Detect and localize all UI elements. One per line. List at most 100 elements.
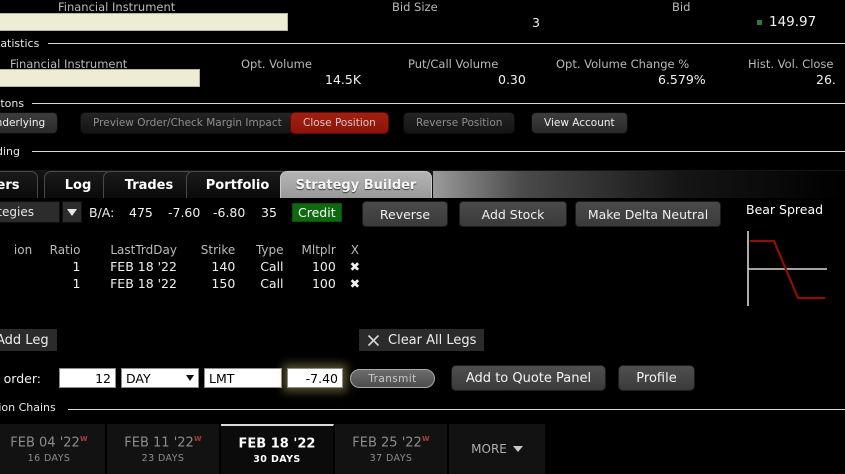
opt-volume-value: 14.5K <box>325 72 362 87</box>
payoff-line <box>750 239 825 300</box>
strategies-select[interactable]: rategies <box>0 201 60 223</box>
expiry-tab-feb-18[interactable]: FEB 18 '22 30 DAYS <box>221 424 334 474</box>
trading-group-label: ding <box>0 145 20 158</box>
tif-select-value: DAY <box>126 370 151 386</box>
add-leg-button[interactable]: Add Leg <box>0 329 57 351</box>
add-stock-button[interactable]: Add Stock <box>459 201 567 227</box>
leg-ratio: 1 <box>72 276 81 291</box>
strategies-dropdown-button[interactable] <box>62 201 82 223</box>
make-delta-neutral-button[interactable]: Make Delta Neutral <box>575 201 721 227</box>
expiry-days: 23 DAYS <box>141 453 185 465</box>
stats-col-put-call-volume: Put/Call Volume <box>408 57 499 71</box>
expiry-tab-feb-04[interactable]: FEB 04 '22w 16 DAYS <box>0 424 106 474</box>
leg-ratio: 1 <box>72 259 81 274</box>
bid-value: 149.97 <box>769 14 817 30</box>
quote-col-bid: Bid <box>672 0 691 14</box>
profile-button[interactable]: Profile <box>618 365 695 391</box>
instrument-input-quote[interactable] <box>0 13 288 31</box>
instrument-input-stats[interactable] <box>0 69 200 87</box>
expiry-date-text: FEB 18 '22 <box>238 436 316 452</box>
expiry-tab-feb-11[interactable]: FEB 11 '22w 23 DAYS <box>107 424 220 474</box>
strategies-select-label: rategies <box>0 205 34 219</box>
tab-trades[interactable]: Trades <box>103 171 195 198</box>
expiry-date: FEB 18 '22 <box>239 435 316 451</box>
quantity-input[interactable]: 12 <box>59 368 116 388</box>
remove-leg-icon[interactable]: ✖ <box>349 276 361 291</box>
payoff-chart <box>747 231 827 306</box>
legs-table: ion Ratio LastTrdDay Strike Type Mltplr … <box>0 242 368 292</box>
legs-table-header-row: ion Ratio LastTrdDay Strike Type Mltplr … <box>0 242 368 258</box>
table-row[interactable]: 1 FEB 18 '22 140 Call 100 ✖ <box>0 258 368 275</box>
ba-label: B/A: <box>89 205 115 220</box>
stats-col-opt-volume-change: Opt. Volume Change % <box>556 57 690 71</box>
transmit-button[interactable]: Transmit <box>350 369 435 388</box>
stats-col-opt-volume: Opt. Volume <box>241 57 312 71</box>
tif-select[interactable]: DAY <box>121 368 199 388</box>
expiry-date-text: FEB 25 '22 <box>352 435 422 451</box>
table-row[interactable]: 1 FEB 18 '22 150 Call 100 ✖ <box>0 275 368 292</box>
limit-price-input[interactable]: -7.40 <box>287 368 343 388</box>
leg-strike: 150 <box>211 276 236 291</box>
opt-volume-change-value: 6.579% <box>658 72 706 87</box>
leg-lasttrdday: FEB 18 '22 <box>110 259 177 274</box>
quote-col-bid-size: Bid Size <box>392 0 438 14</box>
stats-col-hist-vol-close: Hist. Vol. Close <box>748 57 834 71</box>
ba-ask: -6.80 <box>213 205 246 220</box>
tab-portfolio[interactable]: Portfolio <box>186 171 289 198</box>
buttons-group-label: ttons <box>0 97 25 110</box>
expiry-date: FEB 04 '22w <box>10 434 87 450</box>
chevron-down-icon <box>512 446 523 452</box>
leg-action <box>0 275 38 292</box>
clear-all-legs-label: Clear All Legs <box>388 332 477 348</box>
expiry-tab-feb-25[interactable]: FEB 25 '22w 37 DAYS <box>335 424 448 474</box>
add-to-quote-panel-button[interactable]: Add to Quote Panel <box>451 365 606 391</box>
tab-orders[interactable]: ers <box>0 171 38 198</box>
chevron-down-icon <box>67 208 77 216</box>
expiry-tab-more[interactable]: MORE <box>449 424 546 474</box>
legs-header-remove: X <box>350 243 360 257</box>
ba-bid: -7.60 <box>168 205 201 220</box>
view-account-button[interactable]: View Account <box>531 112 628 134</box>
leg-action <box>0 258 38 275</box>
expiry-date: FEB 11 '22w <box>124 434 201 450</box>
underlying-button[interactable]: Underlying <box>0 112 59 134</box>
clear-all-legs-button[interactable]: Clear All Legs <box>359 329 485 351</box>
weekly-marker-icon: w <box>421 433 430 444</box>
leg-type: Call <box>260 276 284 291</box>
close-position-button[interactable]: Close Position <box>290 112 389 134</box>
expiry-date: FEB 25 '22w <box>352 434 429 450</box>
expiry-days: 37 DAYS <box>369 453 413 465</box>
expiry-days: 16 DAYS <box>27 453 71 465</box>
hist-vol-close-value: 26. <box>816 72 836 87</box>
expiry-date-text: FEB 11 '22 <box>124 435 194 451</box>
put-call-volume-value: 0.30 <box>498 72 526 87</box>
trading-group-divider <box>32 151 845 152</box>
leg-lasttrdday: FEB 18 '22 <box>110 276 177 291</box>
leg-mltplr: 100 <box>311 259 336 274</box>
legs-header-action: ion <box>13 243 33 257</box>
tab-log[interactable]: Log <box>44 171 112 198</box>
statistics-group-label: tatistics <box>0 37 40 50</box>
tab-strategy-builder[interactable]: Strategy Builder <box>280 171 432 198</box>
order-type-input[interactable]: LMT <box>204 368 282 388</box>
tab-strip: ers Log Trades Portfolio Strategy Builde… <box>0 170 845 198</box>
reverse-position-button[interactable]: Reverse Position <box>403 112 516 134</box>
legs-header-type: Type <box>255 243 284 257</box>
leg-type: Call <box>260 259 284 274</box>
remove-leg-icon[interactable]: ✖ <box>349 259 361 274</box>
order-prefix-label: e order: <box>0 371 41 386</box>
strategy-toolbar: rategies B/A: 475 -7.60 -6.80 35 Credit … <box>0 198 845 232</box>
statistics-group-divider <box>48 43 845 44</box>
leg-strike: 140 <box>211 259 236 274</box>
buttons-group-divider <box>32 103 845 104</box>
ba-size-left: 475 <box>129 205 153 220</box>
bid-tick-indicator <box>757 20 762 25</box>
leg-mltplr: 100 <box>311 276 336 291</box>
preview-order-button[interactable]: Preview Order/Check Margin Impact <box>80 112 295 134</box>
tab-strip-fade <box>433 171 845 198</box>
legs-table-wrapper: ion Ratio LastTrdDay Strike Type Mltplr … <box>0 242 400 292</box>
expiry-days: 30 DAYS <box>253 454 301 466</box>
reverse-button[interactable]: Reverse <box>362 201 448 227</box>
credit-badge: Credit <box>292 203 342 222</box>
more-label-wrap: MORE <box>471 442 523 456</box>
